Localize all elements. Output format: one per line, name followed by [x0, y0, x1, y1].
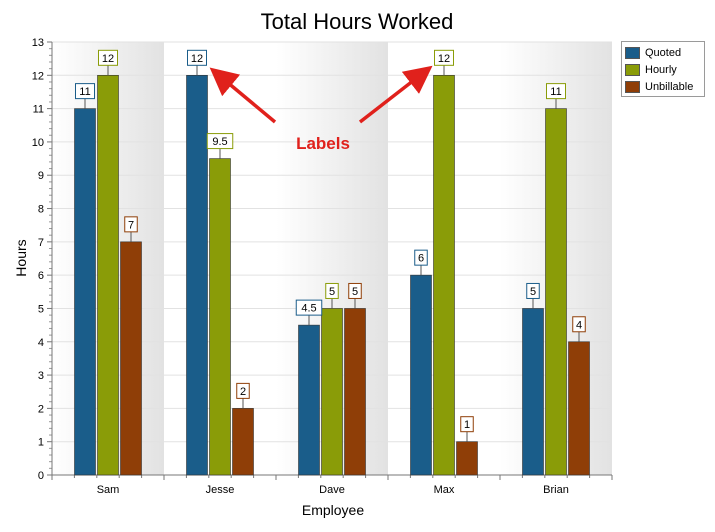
bar [433, 75, 455, 476]
chart-title: Total Hours Worked [261, 9, 454, 34]
data-label-box [187, 49, 207, 66]
bar [456, 441, 478, 476]
bar [545, 108, 567, 476]
data-label-box [546, 83, 566, 100]
data-label-box [414, 249, 428, 266]
data-label-box [572, 316, 586, 333]
bar [209, 158, 231, 476]
data-label: 5 [530, 286, 536, 298]
annotation: Labels [209, 65, 433, 153]
legend-item-quoted: Quoted [625, 44, 704, 61]
legend-swatch [625, 63, 640, 76]
data-labels: 11 12 4.5 6 5 12 9.5 5 12 11 7 2 5 1 4 [75, 49, 586, 442]
legend-swatch [625, 46, 640, 59]
data-label: 6 [418, 253, 424, 265]
data-label: 7 [128, 219, 134, 231]
annotation-arrow-right [358, 65, 433, 124]
bar [298, 324, 320, 476]
data-label: 2 [240, 386, 246, 398]
data-label-box [295, 299, 323, 316]
annotation-text: Labels [296, 134, 350, 153]
data-label: 12 [102, 53, 114, 65]
bar [232, 408, 254, 476]
bar [522, 308, 544, 476]
data-label-box [325, 282, 339, 299]
data-label: 12 [191, 53, 203, 65]
y-tick-label: 10 [32, 137, 44, 149]
y-tick-label: 11 [33, 104, 44, 116]
data-label-box [348, 282, 362, 299]
y-tick-label: 13 [32, 37, 44, 49]
y-tick-label: 0 [38, 470, 44, 482]
bar [410, 274, 432, 476]
y-tick-label: 6 [38, 270, 44, 282]
legend-label: Hourly [645, 63, 677, 76]
data-label-box [526, 282, 540, 299]
x-tick-label: Sam [97, 484, 120, 496]
bar [186, 75, 208, 476]
bar [120, 241, 142, 476]
data-label: 5 [352, 286, 358, 298]
legend-label: Unbillable [645, 80, 694, 93]
data-label: 12 [438, 53, 450, 65]
data-label-box [434, 49, 454, 66]
data-label: 4 [576, 319, 582, 331]
y-tick-label: 7 [38, 237, 44, 249]
legend-swatch [625, 80, 640, 93]
data-label: 1 [464, 419, 470, 431]
bar [344, 308, 366, 476]
bar [74, 108, 96, 476]
data-label: 9.5 [212, 136, 227, 148]
legend-item-hourly: Hourly [625, 61, 704, 78]
x-tick-label: Max [434, 484, 455, 496]
y-tick-label: 1 [38, 437, 44, 449]
y-tick-label: 4 [38, 337, 44, 349]
y-tick-label: 9 [38, 170, 44, 182]
data-label-box [75, 83, 95, 100]
data-label: 11 [550, 86, 561, 98]
y-tick-label: 2 [38, 403, 44, 415]
x-axis-label: Employee [302, 502, 364, 518]
y-tick-label: 12 [32, 70, 44, 82]
bars [74, 75, 590, 476]
y-tick-label: 8 [38, 204, 44, 216]
annotation-arrow-left [209, 67, 277, 124]
x-tick-label: Dave [319, 484, 345, 496]
data-label: 4.5 [301, 303, 316, 315]
data-label-box [206, 133, 234, 150]
bar [97, 75, 119, 476]
legend-item-unbillable: Unbillable [625, 78, 704, 95]
x-tick-label: Jesse [206, 484, 235, 496]
data-label: 5 [329, 286, 335, 298]
y-tick-label: 3 [38, 370, 44, 382]
y-axis-label: Hours [13, 239, 29, 276]
x-tick-label: Brian [543, 484, 569, 496]
legend: Quoted Hourly Unbillable [621, 41, 705, 97]
data-label: 11 [79, 86, 90, 98]
bar [568, 341, 590, 476]
data-label-box [236, 382, 250, 399]
data-label-box [124, 216, 138, 233]
bar [321, 308, 343, 476]
y-tick-label: 5 [38, 303, 44, 315]
data-label-box [98, 49, 118, 66]
legend-label: Quoted [645, 46, 682, 59]
data-label-box [460, 416, 474, 433]
